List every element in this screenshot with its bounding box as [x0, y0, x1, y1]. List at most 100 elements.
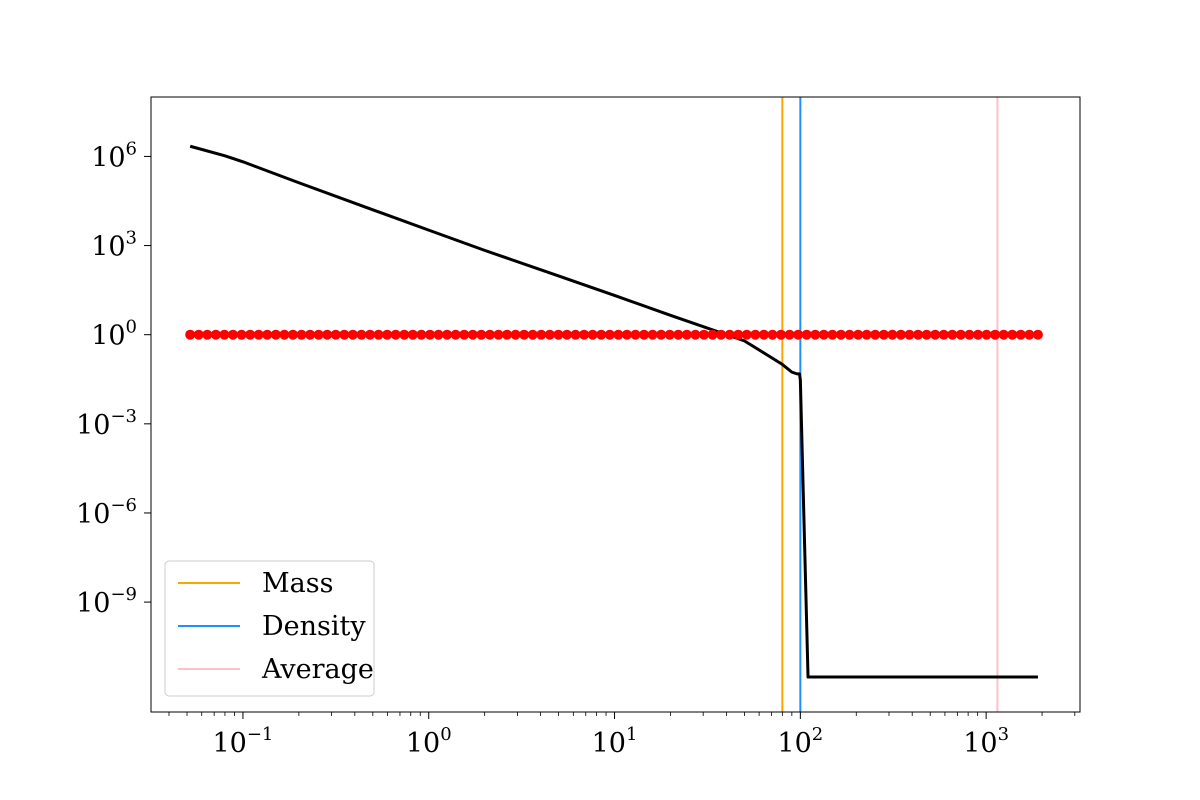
data-point [424, 329, 435, 340]
data-point [210, 329, 221, 340]
data-point [690, 329, 701, 340]
data-point [758, 329, 769, 340]
data-point [313, 329, 324, 340]
data-point [870, 329, 881, 340]
data-point [930, 329, 941, 340]
data-point [921, 329, 932, 340]
x-tick-label: 100 [406, 724, 452, 759]
data-point [947, 329, 958, 340]
data-point [476, 329, 487, 340]
data-point [279, 329, 290, 340]
series-line-profile [189, 144, 1038, 679]
data-point [570, 329, 581, 340]
axes-frame [150, 96, 1081, 713]
data-point [630, 329, 641, 340]
data-point [305, 329, 316, 340]
data-point [776, 329, 787, 340]
data-point [955, 329, 966, 340]
data-point [733, 329, 744, 340]
data-point [741, 329, 752, 340]
y-tick-label: 10−9 [76, 584, 137, 619]
data-point [724, 329, 735, 340]
data-point [442, 329, 453, 340]
data-point [818, 329, 829, 340]
data-point [673, 329, 684, 340]
data-point [853, 329, 864, 340]
data-point [185, 329, 196, 340]
data-point [330, 329, 341, 340]
data-point [502, 329, 513, 340]
data-point [484, 329, 495, 340]
data-point [510, 329, 521, 340]
legend-label-average: Average [261, 654, 374, 685]
data-point [519, 329, 530, 340]
data-point [262, 329, 273, 340]
data-point [707, 329, 718, 340]
data-point [810, 329, 821, 340]
legend: Mass Density Average [164, 560, 375, 697]
data-point [1024, 329, 1035, 340]
data-point [459, 329, 470, 340]
data-point [878, 329, 889, 340]
data-point [390, 329, 401, 340]
data-point [399, 329, 410, 340]
data-point [493, 329, 504, 340]
data-point [553, 329, 564, 340]
x-tick-label: 10−1 [212, 724, 273, 759]
data-point [356, 329, 367, 340]
data-point [382, 329, 393, 340]
data-point [698, 329, 709, 340]
y-tick-label: 10−3 [76, 406, 137, 441]
y-tick-label: 106 [91, 138, 137, 173]
data-point [604, 329, 615, 340]
data-point [527, 329, 538, 340]
y-tick-label: 103 [91, 228, 137, 263]
legend-box [164, 560, 375, 697]
data-point [639, 329, 650, 340]
data-point [998, 329, 1009, 340]
data-point [681, 329, 692, 340]
data-point [767, 329, 778, 340]
data-point [536, 329, 547, 340]
data-point [1015, 329, 1026, 340]
data-point [407, 329, 418, 340]
data-point [844, 329, 855, 340]
data-point [613, 329, 624, 340]
data-point [1032, 329, 1043, 340]
data-point [990, 329, 1001, 340]
data-point [964, 329, 975, 340]
data-point [579, 329, 590, 340]
data-point [236, 329, 247, 340]
legend-label-mass: Mass [262, 568, 333, 599]
data-point [322, 329, 333, 340]
data-point [938, 329, 949, 340]
y-tick-label: 10−6 [76, 495, 137, 530]
data-point [801, 329, 812, 340]
data-point [861, 329, 872, 340]
data-point [972, 329, 983, 340]
data-point [339, 329, 350, 340]
data-point [270, 329, 281, 340]
data-point [296, 329, 307, 340]
legend-label-density: Density [262, 611, 366, 642]
plot-area [185, 97, 1043, 712]
data-point [793, 329, 804, 340]
data-point [656, 329, 667, 340]
data-point [664, 329, 675, 340]
data-point [287, 329, 298, 340]
data-point [596, 329, 607, 340]
data-point [433, 329, 444, 340]
data-point [245, 329, 256, 340]
data-point [416, 329, 427, 340]
data-point [467, 329, 478, 340]
data-point [716, 329, 727, 340]
data-point [561, 329, 572, 340]
x-tick-label: 103 [963, 724, 1009, 759]
data-point [202, 329, 213, 340]
data-point [913, 329, 924, 340]
data-point [347, 329, 358, 340]
data-point [784, 329, 795, 340]
data-point [365, 329, 376, 340]
data-point [835, 329, 846, 340]
